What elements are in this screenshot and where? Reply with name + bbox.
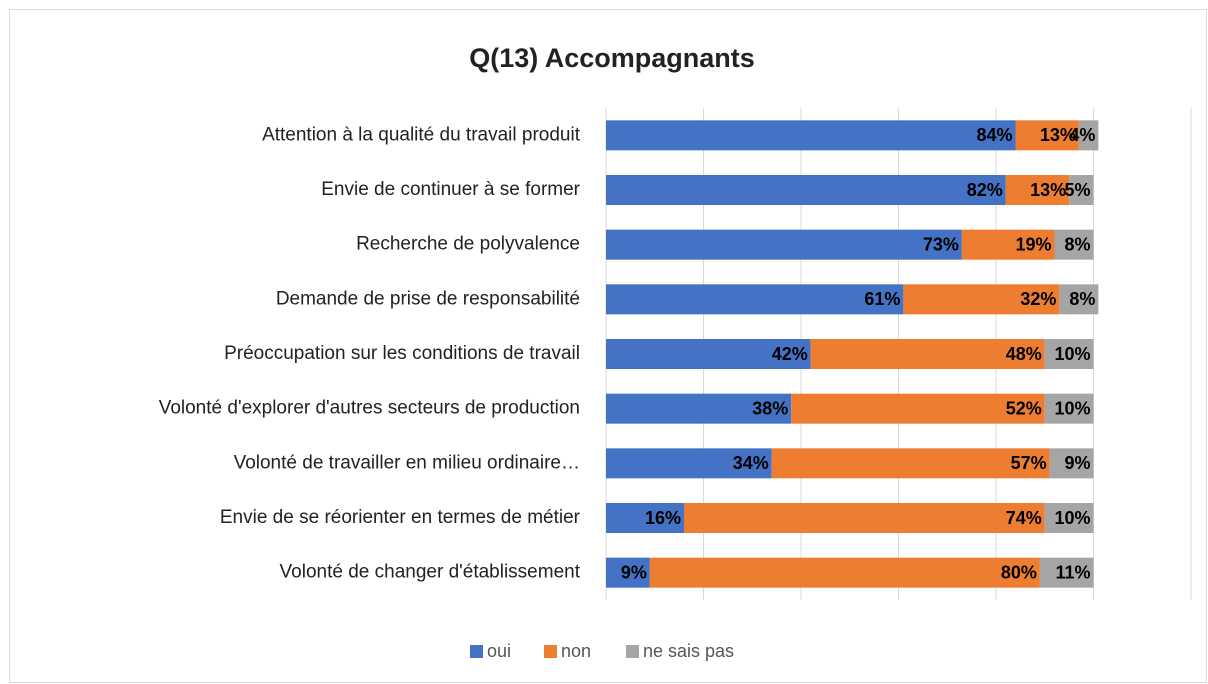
data-label: 19% — [1015, 234, 1051, 254]
legend-label: non — [561, 641, 591, 661]
data-label: 10% — [1054, 398, 1090, 418]
data-label: 8% — [1069, 289, 1095, 309]
bar-segment — [961, 229, 1055, 260]
bar-segment — [606, 120, 1016, 151]
data-label: 38% — [752, 398, 788, 418]
data-label: 10% — [1054, 508, 1090, 528]
data-label: 32% — [1020, 289, 1056, 309]
y-tick-label: Préoccupation sur les conditions de trav… — [224, 343, 580, 364]
legend-label: oui — [487, 641, 511, 661]
bar-segment — [1054, 229, 1094, 260]
y-tick-label: Attention à la qualité du travail produi… — [262, 124, 581, 145]
bar-segment — [1005, 175, 1070, 205]
data-label: 9% — [1064, 453, 1090, 473]
data-label: 57% — [1011, 453, 1047, 473]
data-label: 84% — [976, 125, 1012, 145]
bar-segment — [684, 503, 1045, 533]
data-label: 52% — [1006, 398, 1042, 418]
y-tick-label: Volonté de travailler en milieu ordinair… — [234, 452, 580, 473]
chart-title: Q(13) Accompagnants — [469, 43, 755, 73]
bar-segment — [1078, 120, 1099, 151]
bar-segment — [606, 229, 962, 260]
data-label: 48% — [1006, 344, 1042, 364]
legend-label: ne sais pas — [643, 641, 734, 661]
y-tick-label: Envie de se réorienter en termes de méti… — [220, 507, 581, 528]
data-label: 8% — [1064, 234, 1090, 254]
bar-segment — [606, 557, 650, 588]
bar-segment — [1069, 175, 1094, 205]
y-tick-label: Envie de continuer à se former — [321, 179, 580, 200]
bar-segment — [606, 503, 684, 533]
bar-segment — [771, 448, 1050, 479]
legend-swatch — [470, 645, 483, 658]
bar-segment — [1044, 393, 1094, 424]
bar-segment — [1044, 339, 1094, 369]
bar-segment — [791, 393, 1045, 424]
data-label: 11% — [1055, 562, 1090, 582]
bar-segment — [1059, 284, 1099, 315]
bar-segment — [903, 284, 1060, 315]
data-label: 74% — [1006, 508, 1042, 528]
data-label: 4% — [1069, 125, 1095, 145]
legend-swatch — [626, 645, 639, 658]
bar-segment — [606, 339, 811, 369]
bar-segment — [810, 339, 1045, 369]
bar-segment — [1039, 557, 1094, 588]
data-label: 10% — [1054, 344, 1090, 364]
data-label: 13% — [1030, 180, 1066, 200]
data-label: 82% — [967, 180, 1003, 200]
bar-segment — [606, 448, 772, 479]
bar-segment — [1015, 120, 1079, 151]
data-label: 5% — [1064, 180, 1090, 200]
legend-swatch — [544, 645, 557, 658]
bar-segment — [606, 175, 1006, 205]
bar-segment — [606, 284, 904, 315]
y-tick-label: Recherche de polyvalence — [356, 234, 580, 255]
bar-segment — [1049, 448, 1094, 479]
bar-segment — [1044, 503, 1094, 533]
data-label: 9% — [621, 562, 647, 582]
data-label: 80% — [1001, 562, 1037, 582]
bar-segment — [649, 557, 1040, 588]
data-label: 61% — [864, 289, 900, 309]
y-tick-label: Demande de prise de responsabilité — [276, 288, 580, 309]
data-label: 73% — [923, 234, 959, 254]
data-label: 16% — [645, 508, 681, 528]
data-label: 34% — [733, 453, 769, 473]
data-label: 42% — [772, 344, 808, 364]
data-label: 13% — [1040, 125, 1076, 145]
bar-segment — [606, 393, 792, 424]
y-tick-label: Volonté d'explorer d'autres secteurs de … — [159, 398, 580, 419]
y-tick-label: Volonté de changer d'établissement — [280, 562, 581, 583]
